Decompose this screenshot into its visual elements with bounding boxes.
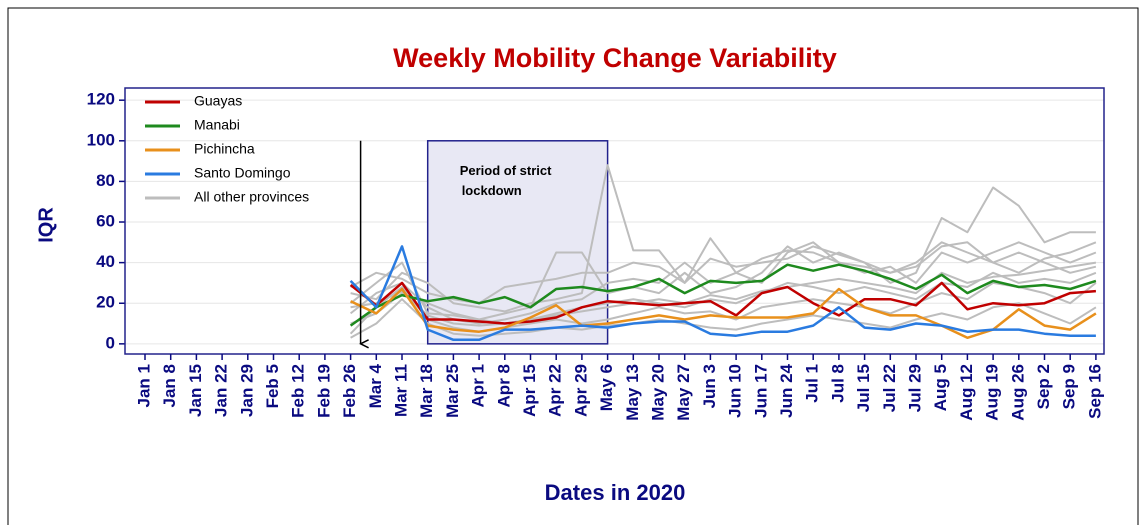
x-tick-label: Mar 25 [443, 364, 462, 418]
chart-title: Weekly Mobility Change Variability [393, 43, 837, 73]
x-tick-label: May 6 [597, 364, 616, 411]
x-tick-label: Mar 11 [391, 364, 410, 417]
x-tick-label: May 27 [674, 364, 693, 421]
x-tick-label: Mar 18 [417, 364, 436, 418]
lockdown-label: lockdown [462, 183, 522, 198]
x-tick-label: Jun 17 [751, 364, 770, 418]
y-tick-label: 40 [96, 252, 115, 271]
x-tick-label: Sep 9 [1060, 364, 1079, 409]
x-tick-label: Jan 22 [212, 364, 231, 417]
x-tick-label: Feb 12 [289, 364, 308, 418]
x-tick-label: May 13 [623, 364, 642, 421]
x-tick-label: Aug 5 [931, 364, 950, 411]
series-line [350, 287, 1097, 340]
series-line [349, 281, 1096, 325]
x-tick-label: Aug 12 [957, 364, 976, 421]
x-tick-label: Sep 2 [1034, 364, 1053, 409]
x-tick-label: Jul 22 [880, 364, 899, 412]
x-tick-label: Jun 3 [700, 364, 719, 408]
x-tick-label: Feb 5 [263, 364, 282, 408]
x-tick-label: Feb 19 [314, 364, 333, 418]
x-tick-label: Jun 24 [777, 363, 796, 417]
y-tick-label: 20 [96, 293, 115, 312]
series-line [349, 263, 1097, 327]
x-tick-label: Apr 1 [469, 364, 488, 407]
x-axis-label: Dates in 2020 [545, 480, 686, 505]
y-tick-label: 120 [87, 90, 115, 109]
x-tick-label: Jul 15 [854, 364, 873, 412]
other-province-line [350, 298, 1097, 339]
x-tick-label: Jul 29 [905, 364, 924, 412]
x-tick-label: Jan 1 [134, 364, 153, 407]
other-province-line [350, 164, 1097, 313]
x-tick-label: Apr 29 [571, 364, 590, 417]
x-tick-label: Apr 15 [520, 364, 539, 417]
x-tick-label: Jan 8 [160, 364, 179, 407]
outer-border [7, 7, 1139, 525]
plot-frame [124, 87, 1105, 355]
x-tick-label: Aug 26 [1008, 364, 1027, 421]
x-tick-label: Aug 19 [983, 364, 1002, 421]
legend-label: All other provinces [194, 189, 309, 205]
x-tick-label: Jan 29 [237, 364, 256, 417]
y-tick-label: 100 [87, 130, 115, 149]
other-province-line [349, 241, 1097, 325]
x-tick-label: Mar 4 [366, 363, 385, 408]
x-tick-label: Apr 8 [494, 364, 513, 407]
y-tick-label: 60 [96, 211, 115, 230]
x-tick-label: Apr 22 [546, 364, 565, 417]
series-line [349, 245, 1096, 342]
lockdown-label: Period of strict [460, 163, 552, 178]
legend-label: Manabi [194, 117, 240, 133]
other-province-line [350, 261, 1097, 327]
y-tick-label: 80 [96, 171, 115, 190]
x-tick-label: Jun 10 [726, 364, 745, 418]
x-tick-label: Sep 16 [1085, 364, 1104, 419]
x-tick-label: May 20 [648, 364, 667, 421]
x-tick-label: Feb 26 [340, 364, 359, 418]
legend-label: Guayas [194, 93, 242, 109]
x-tick-label: Jul 1 [803, 364, 822, 403]
x-tick-label: Jul 8 [828, 364, 847, 403]
y-tick-label: 0 [106, 333, 115, 352]
other-province-line [350, 271, 1097, 325]
y-axis-label: IQR [35, 207, 57, 243]
legend-label: Pichincha [194, 141, 255, 157]
legend-label: Santo Domingo [194, 165, 291, 181]
x-tick-label: Jan 15 [186, 364, 205, 417]
